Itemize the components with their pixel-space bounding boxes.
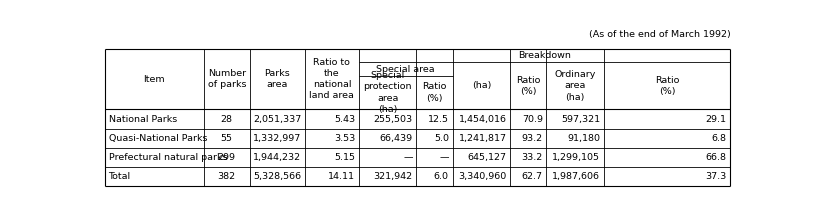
- Text: Ratio to
the
national
land area: Ratio to the national land area: [310, 58, 354, 100]
- Text: Number
of parks: Number of parks: [207, 69, 246, 89]
- Text: 382: 382: [218, 172, 236, 181]
- Text: Item: Item: [143, 75, 165, 84]
- Text: Parks
area: Parks area: [264, 69, 290, 89]
- Text: Special
protection
area
(ha): Special protection area (ha): [363, 71, 412, 114]
- Text: 255,503: 255,503: [373, 114, 412, 124]
- Text: 66.8: 66.8: [706, 153, 727, 162]
- Text: Special area: Special area: [376, 64, 435, 74]
- Text: 3.53: 3.53: [334, 134, 355, 143]
- Text: 1,454,016: 1,454,016: [459, 114, 506, 124]
- Text: Total: Total: [109, 172, 131, 181]
- Text: 299: 299: [218, 153, 236, 162]
- Text: 33.2: 33.2: [521, 153, 543, 162]
- Text: 3,340,960: 3,340,960: [459, 172, 506, 181]
- Text: Ratio
(%): Ratio (%): [516, 76, 541, 96]
- Text: National Parks: National Parks: [109, 114, 176, 124]
- Text: Quasi-National Parks: Quasi-National Parks: [109, 134, 207, 143]
- Text: 91,180: 91,180: [567, 134, 600, 143]
- Text: 29.1: 29.1: [706, 114, 727, 124]
- Text: (As of the end of March 1992): (As of the end of March 1992): [589, 30, 730, 39]
- Text: 66,439: 66,439: [380, 134, 412, 143]
- Text: 12.5: 12.5: [428, 114, 449, 124]
- Text: Breakdown: Breakdown: [518, 51, 571, 60]
- Text: 5.43: 5.43: [334, 114, 355, 124]
- Text: 645,127: 645,127: [467, 153, 506, 162]
- Text: 6.0: 6.0: [434, 172, 449, 181]
- Text: 2,051,337: 2,051,337: [253, 114, 301, 124]
- Text: 70.9: 70.9: [522, 114, 543, 124]
- Text: 1,299,105: 1,299,105: [552, 153, 600, 162]
- Text: 37.3: 37.3: [706, 172, 727, 181]
- Text: Ratio
(%): Ratio (%): [422, 82, 446, 103]
- Text: Ordinary
area
(ha): Ordinary area (ha): [554, 70, 596, 102]
- Text: Prefectural natural parks: Prefectural natural parks: [109, 153, 227, 162]
- Text: 62.7: 62.7: [522, 172, 543, 181]
- Text: 5.0: 5.0: [434, 134, 449, 143]
- Text: —: —: [403, 153, 412, 162]
- Text: 5.15: 5.15: [334, 153, 355, 162]
- Text: 1,241,817: 1,241,817: [459, 134, 506, 143]
- Text: (ha): (ha): [472, 81, 491, 90]
- Text: 14.11: 14.11: [328, 172, 355, 181]
- Text: 55: 55: [221, 134, 233, 143]
- Text: 1,944,232: 1,944,232: [253, 153, 301, 162]
- Text: 5,328,566: 5,328,566: [253, 172, 301, 181]
- Text: 6.8: 6.8: [711, 134, 727, 143]
- Text: 1,987,606: 1,987,606: [552, 172, 600, 181]
- Text: 597,321: 597,321: [561, 114, 600, 124]
- Text: 28: 28: [221, 114, 233, 124]
- Text: 93.2: 93.2: [522, 134, 543, 143]
- Text: —: —: [439, 153, 449, 162]
- Text: 1,332,997: 1,332,997: [253, 134, 301, 143]
- Text: 321,942: 321,942: [373, 172, 412, 181]
- Text: Ratio
(%): Ratio (%): [655, 76, 680, 96]
